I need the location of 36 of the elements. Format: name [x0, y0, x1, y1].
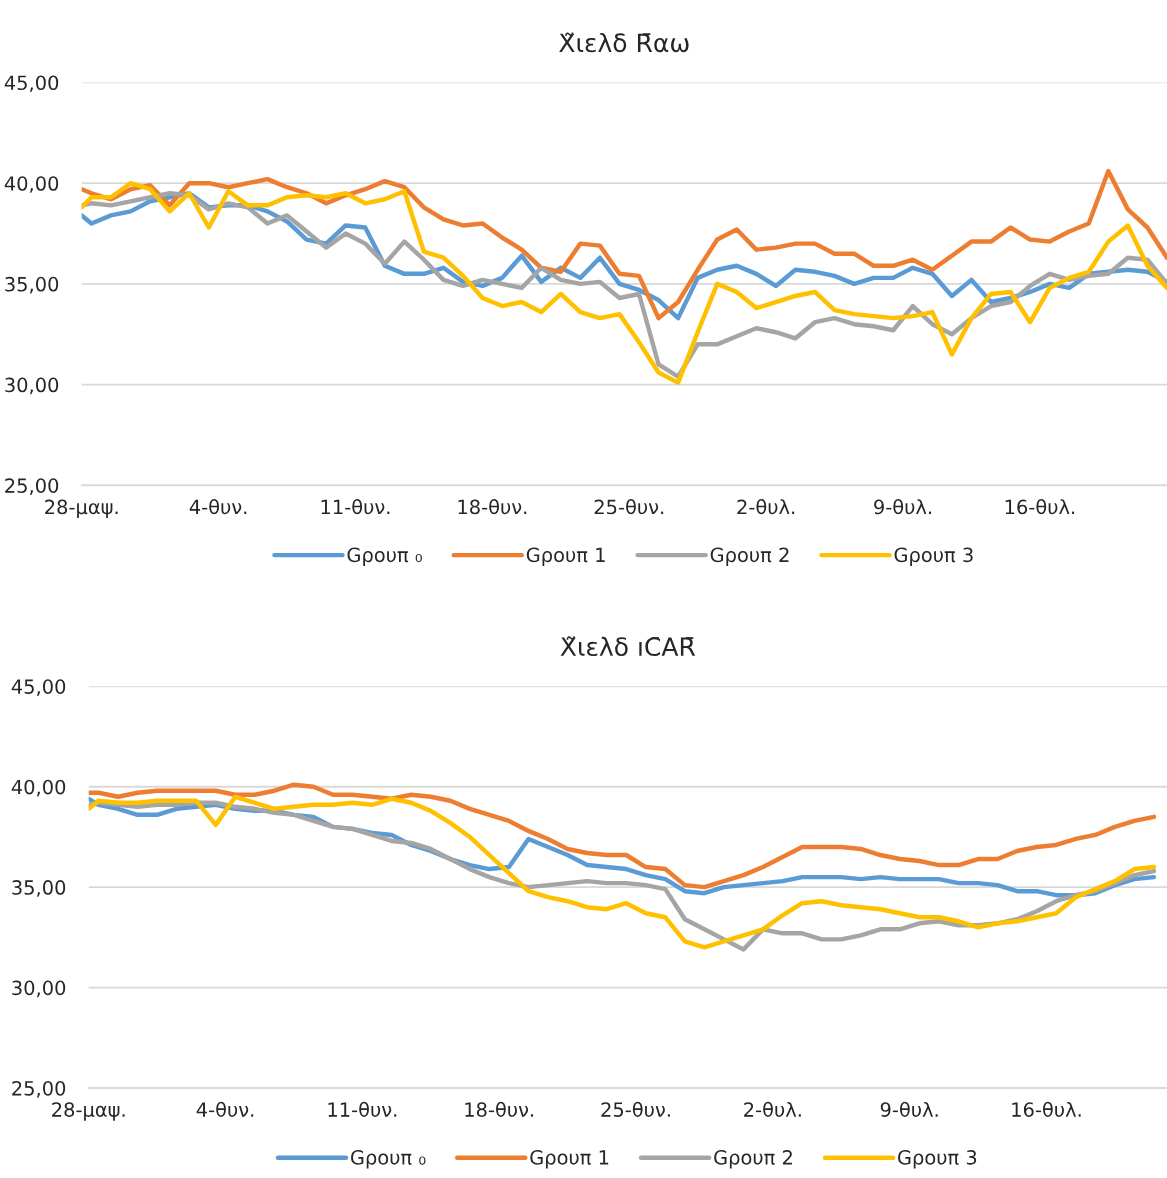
x-tick-label: 11-θυν.: [328, 1101, 397, 1117]
x-tick-label: 25-θυν.: [601, 1101, 670, 1117]
legend-label: Gρουπ 1: [526, 547, 605, 566]
chart-title: X̃ιελδ ıC̄AR̄: [560, 636, 696, 657]
y-tick-label: 30,00: [5, 377, 59, 395]
legend-label: Gρουπ 3: [894, 547, 973, 566]
x-tick-label: 4-θυν.: [196, 1101, 254, 1117]
y-tick-label: 40,00: [11, 779, 66, 797]
y-tick-label: 45,00: [4, 75, 59, 93]
y-tick-label: 35,00: [12, 880, 66, 897]
y-tick-label: 35,00: [5, 276, 59, 294]
x-tick-label: 16-θυλ.: [1012, 1101, 1081, 1117]
x-tick-label: 28-μαψ.: [45, 499, 118, 519]
y-tick-label: 25,00: [12, 1080, 66, 1098]
y-tick-label: 25,00: [5, 478, 59, 495]
y-tick-label: 45,00: [11, 679, 66, 696]
legend-label: Gρουπ ₀: [350, 1150, 426, 1169]
x-tick-label: 18-θυν.: [465, 1101, 534, 1117]
legend-label: Gρουπ 1: [530, 1150, 609, 1169]
chart-title: X̃ιελδ R̄αω: [559, 32, 689, 53]
legend-label: Gρουπ 3: [898, 1150, 977, 1169]
x-tick-label: 2-θυλ.: [737, 499, 795, 515]
x-tick-label: 9-θυλ.: [880, 1101, 938, 1117]
x-tick-label: 25-θυν.: [594, 499, 664, 515]
x-tick-label: 2-θυλ.: [744, 1101, 801, 1117]
x-tick-label: 9-θυλ.: [874, 499, 932, 515]
x-tick-label: 4-θυν.: [189, 499, 247, 515]
x-tick-label: 11-θυν.: [321, 499, 390, 515]
legend-label: Gρουπ ₀: [347, 547, 422, 566]
legend-label: Gρουπ 2: [714, 1150, 792, 1169]
legend-label: Gρουπ 2: [710, 547, 789, 566]
x-tick-label: 28-μαψ.: [52, 1102, 125, 1121]
x-tick-label: 18-θυν.: [458, 499, 527, 515]
y-tick-label: 30,00: [12, 980, 66, 998]
x-tick-label: 16-θυλ.: [1005, 499, 1075, 515]
y-tick-label: 40,00: [4, 176, 59, 193]
